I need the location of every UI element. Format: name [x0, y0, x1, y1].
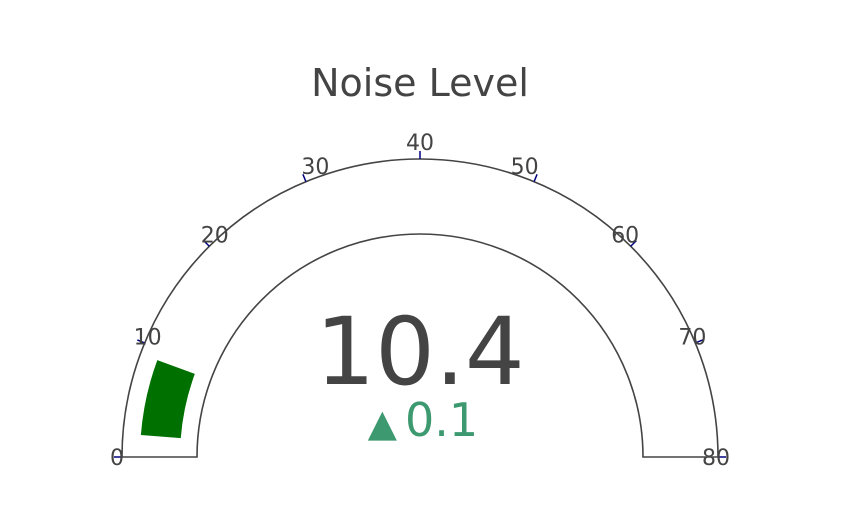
gauge-tick-label-80: 80	[702, 446, 730, 471]
gauge-ticks: 0 10 20 30 40 50 60 70 80	[110, 131, 730, 471]
gauge-tick-label-20: 20	[201, 223, 229, 248]
delta-increase-icon: ▲	[368, 401, 398, 445]
gauge-tick-label-50: 50	[511, 155, 539, 180]
gauge-delta: ▲ 0.1	[368, 393, 478, 447]
gauge-background-arc	[121, 158, 719, 458]
gauge-tick-70	[695, 339, 703, 344]
gauge-tick-60	[630, 240, 637, 247]
delta-value: 0.1	[405, 393, 478, 447]
gauge-tick-label-0: 0	[110, 446, 124, 471]
gauge-tick-label-40: 40	[406, 131, 434, 156]
gauge-tick-label-30: 30	[301, 155, 329, 180]
gauge-tick-30	[302, 174, 307, 182]
gauge-value-bar	[140, 360, 195, 439]
gauge-tick-label-60: 60	[611, 223, 639, 248]
gauge-tick-label-10: 10	[134, 325, 162, 350]
gauge-tick-10	[137, 339, 145, 344]
chart-title: Noise Level	[311, 61, 529, 105]
gauge-tick-50	[533, 174, 538, 182]
gauge-tick-label-70: 70	[678, 325, 706, 350]
gauge-value: 10.4	[315, 298, 524, 407]
gauge-tick-20	[203, 240, 210, 247]
